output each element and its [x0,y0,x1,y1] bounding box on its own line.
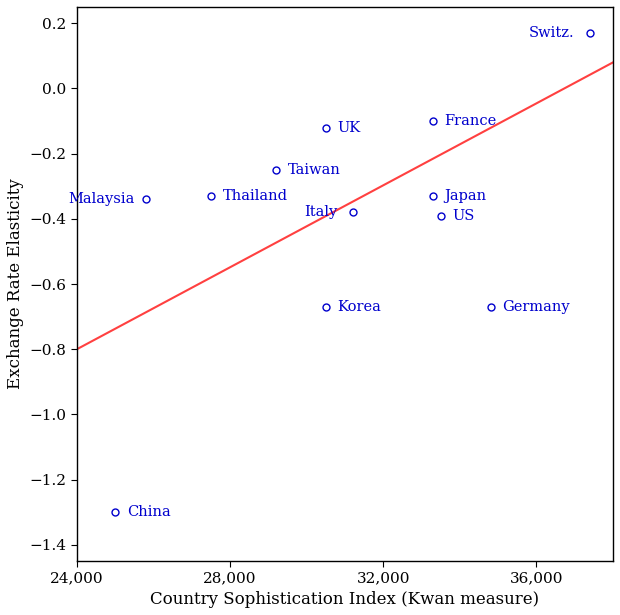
Point [141,194,151,204]
Point [428,116,438,126]
Point [321,122,331,132]
Text: Germany: Germany [502,300,570,314]
Point [110,507,120,517]
Point [321,302,331,312]
Point [348,207,358,217]
Point [436,211,446,221]
Y-axis label: Exchange Rate Elasticity: Exchange Rate Elasticity [7,178,24,389]
Text: UK: UK [337,121,361,135]
X-axis label: Country Sophistication Index (Kwan measure): Country Sophistication Index (Kwan measu… [151,591,539,608]
Text: Taiwan: Taiwan [288,163,340,177]
Point [485,302,495,312]
Text: Japan: Japan [445,189,487,203]
Point [271,165,281,175]
Text: France: France [445,114,497,128]
Text: Thailand: Thailand [223,189,288,203]
Text: Switz.: Switz. [529,26,575,40]
Text: Korea: Korea [337,300,381,314]
Point [206,191,216,201]
Text: US: US [452,208,474,223]
Point [428,191,438,201]
Text: China: China [126,505,170,519]
Point [585,28,595,38]
Text: Malaysia: Malaysia [68,192,135,206]
Text: Italy: Italy [304,205,337,220]
